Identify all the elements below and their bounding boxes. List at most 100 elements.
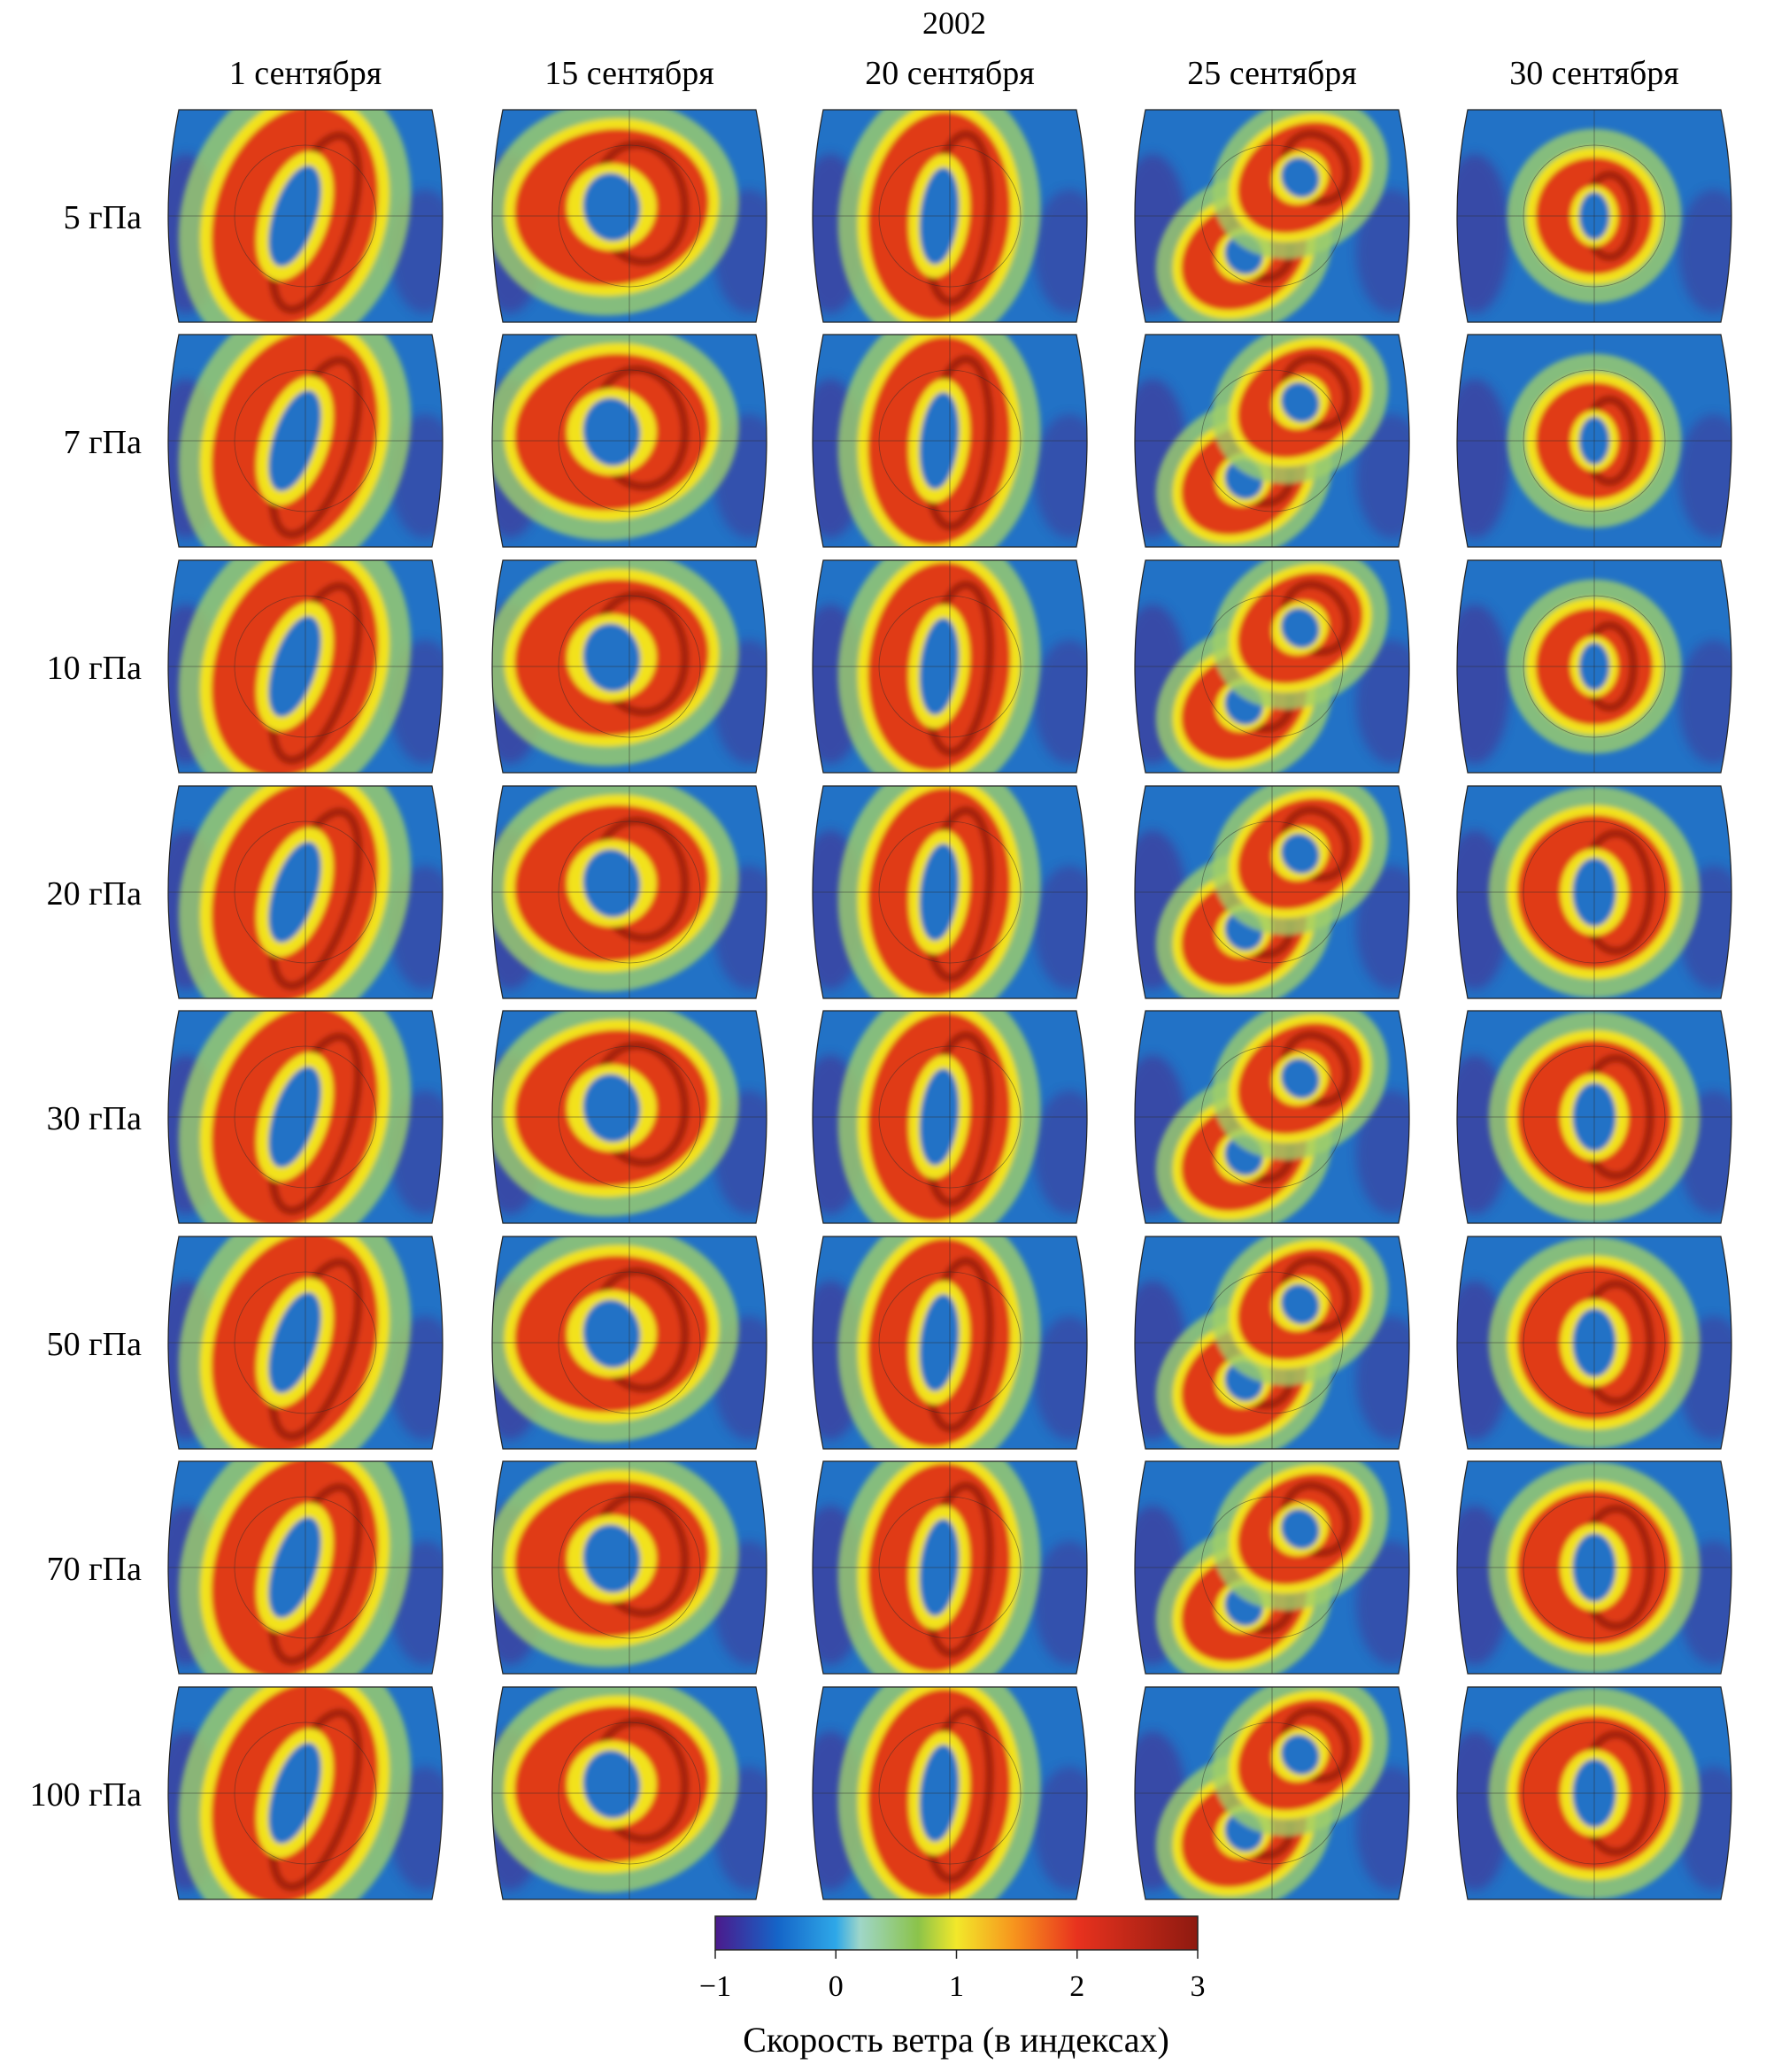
polar-cap <box>582 1524 641 1593</box>
map-outline <box>1456 1236 1732 1450</box>
map-outline <box>491 1460 767 1675</box>
graticule-circle <box>1523 820 1666 964</box>
polar-cap <box>1281 608 1320 649</box>
graticule-circle <box>234 820 377 964</box>
map-outline <box>812 559 1088 774</box>
graticule-circle <box>234 1271 377 1414</box>
graticule-circle <box>1200 369 1344 512</box>
map-outline <box>491 109 767 323</box>
colorbar-tick-label: 0 <box>829 1970 844 2003</box>
row-label-6: 50 гПа <box>47 1326 143 1363</box>
graticule-circle <box>1523 1722 1666 1865</box>
map-outline <box>1456 785 1732 999</box>
graticule-circle <box>558 595 701 738</box>
graticule-circle <box>234 1496 377 1639</box>
map-panel <box>812 785 1088 999</box>
row-label-7: 70 гПа <box>47 1551 143 1588</box>
map-outline <box>167 559 443 774</box>
graticule-circle <box>878 820 1022 964</box>
low-speed-patch <box>1356 1316 1409 1440</box>
row-label-2: 7 гПа <box>64 424 143 461</box>
low-speed-patch <box>1356 1541 1409 1665</box>
graticule-circle <box>878 1045 1022 1189</box>
low-speed-patch <box>1356 1090 1409 1214</box>
map-panel <box>491 1686 767 1900</box>
graticule-circle <box>878 595 1022 738</box>
map-panel <box>167 1460 443 1675</box>
map-outline <box>167 1460 443 1675</box>
map-outline <box>1456 1460 1732 1675</box>
map-outline <box>1134 785 1410 999</box>
graticule-circle <box>1523 1496 1666 1639</box>
map-outline <box>491 559 767 774</box>
map-panel <box>491 109 767 323</box>
low-speed-patch <box>1034 414 1087 538</box>
graticule-circle <box>558 1722 701 1865</box>
row-label-8: 100 гПа <box>30 1776 143 1814</box>
map-outline <box>491 785 767 999</box>
map-outline <box>1456 334 1732 548</box>
polar-cap <box>1281 382 1320 423</box>
low-speed-patch <box>1034 1316 1087 1440</box>
map-outline <box>1134 334 1410 548</box>
map-outline <box>1456 1010 1732 1224</box>
graticule-circle <box>1523 369 1666 512</box>
map-panel <box>167 559 443 774</box>
graticule-circle <box>878 1722 1022 1865</box>
polar-cap <box>1281 1509 1320 1550</box>
graticule-circle <box>234 369 377 512</box>
map-panel <box>167 334 443 548</box>
map-outline <box>1134 1686 1410 1900</box>
graticule-circle <box>878 1271 1022 1414</box>
graticule-circle <box>234 595 377 738</box>
map-panel <box>812 109 1088 323</box>
map-panel <box>1134 1460 1410 1675</box>
map-outline <box>1456 559 1732 774</box>
map-panel <box>1134 109 1410 323</box>
polar-cap <box>582 623 641 692</box>
column-header-2: 15 сентября <box>544 55 713 92</box>
polar-cap <box>1281 834 1320 874</box>
graticule-circle <box>1523 1271 1666 1414</box>
row-labels: 5 гПа 7 гПа 10 гПа 20 гПа 30 гПа 50 гПа 70 гПа… <box>30 199 143 1814</box>
polar-cap <box>1281 1059 1320 1099</box>
graticule-circle <box>558 820 701 964</box>
polar-cap <box>1281 158 1320 198</box>
low-speed-patch <box>1034 640 1087 764</box>
map-panel <box>812 1686 1088 1900</box>
map-outline <box>167 1236 443 1450</box>
map-panel <box>167 109 443 323</box>
low-speed-patch <box>1457 605 1510 764</box>
graticule-circle <box>1523 144 1666 288</box>
graticule-circle <box>1200 144 1344 288</box>
low-speed-patch <box>1034 1767 1087 1891</box>
map-panel <box>1134 785 1410 999</box>
low-speed-patch <box>1034 1090 1087 1214</box>
map-outline <box>167 334 443 548</box>
map-outline <box>491 1010 767 1224</box>
map-outline <box>167 109 443 323</box>
low-speed-patch <box>1034 1541 1087 1665</box>
graticule-circle <box>558 1496 701 1639</box>
polar-cap <box>582 1074 641 1143</box>
map-outline <box>1134 1010 1410 1224</box>
map-panel <box>1134 559 1410 774</box>
map-panels <box>167 109 1732 1900</box>
low-speed-patch <box>1356 866 1409 990</box>
low-speed-patch <box>1356 189 1409 313</box>
graticule-circle <box>558 1271 701 1414</box>
column-header-5: 30 сентября <box>1509 55 1678 92</box>
map-outline <box>812 1460 1088 1675</box>
map-panel <box>491 1460 767 1675</box>
colorbar-label: Скорость ветра (в индексах) <box>743 2020 1169 2060</box>
colorbar-tick-label: 3 <box>1191 1970 1206 2003</box>
map-outline <box>812 334 1088 548</box>
graticule-circle <box>1523 1045 1666 1189</box>
low-speed-patch <box>1678 189 1731 313</box>
map-outline <box>1134 1460 1410 1675</box>
row-label-1: 5 гПа <box>64 199 143 236</box>
map-panel <box>1456 785 1732 999</box>
map-panel <box>167 1010 443 1224</box>
graticule-circle <box>878 144 1022 288</box>
polar-cap <box>1281 1735 1320 1775</box>
